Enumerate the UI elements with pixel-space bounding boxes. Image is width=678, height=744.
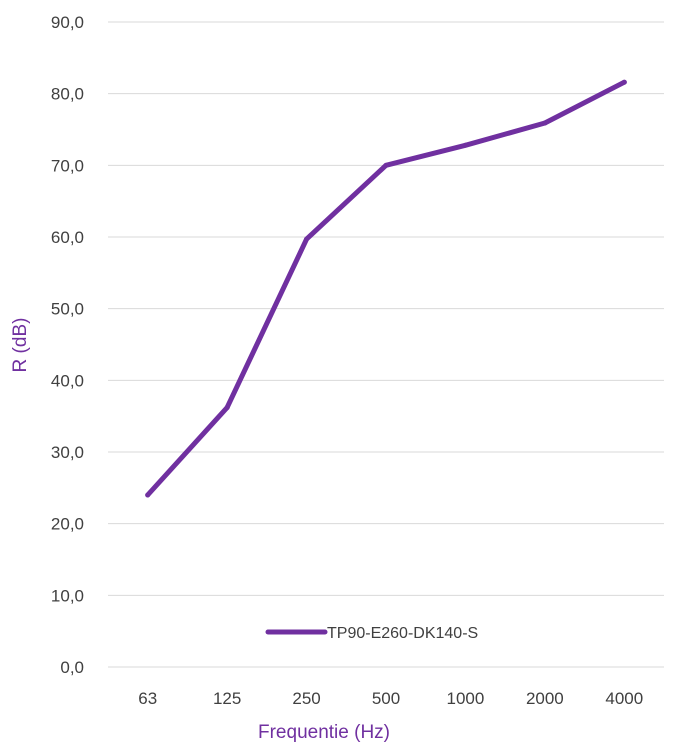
data-point [621, 79, 627, 85]
data-point [145, 492, 151, 498]
y-tick-label: 80,0 [51, 85, 84, 104]
y-tick-label: 70,0 [51, 156, 84, 175]
data-point [542, 120, 548, 126]
x-tick-label: 250 [292, 689, 320, 708]
x-tick-label: 1000 [447, 689, 485, 708]
x-tick-label: 63 [138, 689, 157, 708]
y-tick-label: 60,0 [51, 228, 84, 247]
series-layer [145, 79, 627, 498]
y-axis-title: R (dB) [10, 318, 31, 373]
legend-label: TP90-E260-DK140-S [327, 625, 478, 642]
x-tick-labels: 63 125 250 500 1000 2000 4000 [138, 689, 643, 708]
legend: TP90-E260-DK140-S [265, 625, 478, 642]
gridlines [108, 21, 664, 668]
y-tick-label: 90,0 [51, 13, 84, 32]
x-tick-label: 4000 [605, 689, 643, 708]
x-tick-label: 500 [372, 689, 400, 708]
y-tick-label: 20,0 [51, 515, 84, 534]
y-tick-label: 50,0 [51, 300, 84, 319]
data-point [224, 405, 230, 411]
series-line [145, 79, 627, 498]
y-tick-labels: 0,0 10,0 20,0 30,0 40,0 50,0 60,0 70,0 80,0 90,0 [51, 13, 84, 677]
y-tick-label: 10,0 [51, 586, 84, 605]
data-point [304, 236, 310, 242]
data-point [462, 142, 468, 148]
y-tick-label: 0,0 [60, 658, 84, 677]
y-tick-label: 30,0 [51, 443, 84, 462]
y-tick-label: 40,0 [51, 371, 84, 390]
data-point [383, 162, 389, 168]
x-tick-label: 125 [213, 689, 241, 708]
x-axis-title: Frequentie (Hz) [258, 722, 390, 743]
x-tick-label: 2000 [526, 689, 564, 708]
